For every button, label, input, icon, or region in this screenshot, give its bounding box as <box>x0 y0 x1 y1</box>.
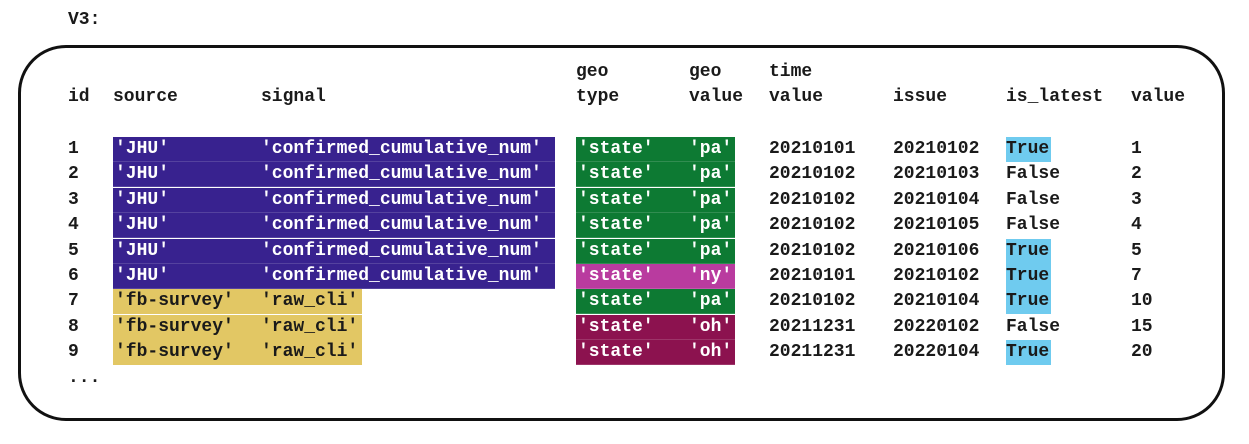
cell-source: 'JHU' <box>113 264 261 289</box>
cell-geo-type: 'state' <box>576 137 689 162</box>
cell-geo-type: 'state' <box>576 340 689 366</box>
column-header-time-value: time value <box>769 62 824 107</box>
version-label: V3: <box>68 10 101 30</box>
cell-is-latest: False <box>1006 215 1061 236</box>
cell-id: 7 <box>68 291 79 312</box>
cell-source: 'fb-survey' <box>113 289 261 315</box>
cell-time-value: 20210102 <box>769 291 856 312</box>
table-frame <box>18 45 1225 421</box>
cell-value: 2 <box>1131 164 1142 185</box>
cell-geo-type: 'state' <box>576 213 689 239</box>
cell-time-value: 20210102 <box>769 189 856 210</box>
cell-time-value: 20210102 <box>769 215 856 236</box>
cell-id: 1 <box>68 139 79 159</box>
cell-time-value: 20210101 <box>769 139 856 159</box>
cell-is-latest: True <box>1006 264 1051 289</box>
cell-id: 3 <box>68 189 79 210</box>
cell-time-value: 20210101 <box>769 266 856 286</box>
cell-geo-value: 'pa' <box>689 137 735 162</box>
cell-geo-value: 'oh' <box>689 314 735 340</box>
more-rows-ellipsis: ... <box>68 368 101 388</box>
cell-id: 8 <box>68 316 79 337</box>
cell-issue: 20220104 <box>893 342 980 363</box>
cell-geo-type: 'state' <box>576 314 689 340</box>
cell-issue: 20210104 <box>893 189 980 210</box>
cell-geo-type: 'state' <box>576 162 689 188</box>
cell-id: 4 <box>68 215 79 236</box>
cell-source: 'JHU' <box>113 162 261 188</box>
cell-signal: 'confirmed_cumulative_num' <box>261 137 555 162</box>
cell-issue: 20210105 <box>893 215 980 236</box>
cell-geo-value: 'ny' <box>689 264 735 289</box>
cell-geo-value: 'pa' <box>689 162 735 188</box>
cell-geo-value: 'pa' <box>689 187 735 213</box>
cell-source: 'fb-survey' <box>113 314 261 340</box>
column-header-is-latest: is_latest <box>1006 87 1104 107</box>
cell-time-value: 20211231 <box>769 342 856 363</box>
cell-value: 10 <box>1131 291 1153 312</box>
cell-is-latest: True <box>1006 289 1051 315</box>
cell-signal: 'confirmed_cumulative_num' <box>261 187 555 213</box>
cell-value: 20 <box>1131 342 1153 363</box>
cell-is-latest: False <box>1006 189 1061 210</box>
cell-is-latest: True <box>1006 340 1051 366</box>
cell-geo-type: 'state' <box>576 187 689 213</box>
cell-signal: 'confirmed_cumulative_num' <box>261 162 555 188</box>
cell-geo-value: 'oh' <box>689 340 735 366</box>
cell-issue: 20210104 <box>893 291 980 312</box>
cell-issue: 20210102 <box>893 266 980 286</box>
cell-time-value: 20211231 <box>769 316 856 337</box>
column-header-geo-type: geo type <box>576 62 620 107</box>
cell-signal: 'confirmed_cumulative_num' <box>261 264 555 289</box>
cell-id: 6 <box>68 266 79 286</box>
column-header-source: source <box>113 87 178 107</box>
column-header-value: value <box>1131 87 1186 107</box>
cell-geo-type: 'state' <box>576 264 689 289</box>
cell-value: 1 <box>1131 139 1142 159</box>
column-header-issue: issue <box>893 87 948 107</box>
cell-signal: 'confirmed_cumulative_num' <box>261 213 555 239</box>
cell-signal: 'raw_cli' <box>261 289 362 315</box>
cell-issue: 20220102 <box>893 316 980 337</box>
cell-geo-type: 'state' <box>576 238 689 264</box>
cell-source: 'JHU' <box>113 137 261 162</box>
column-header-geo-value: geo value <box>689 62 744 107</box>
column-header-signal: signal <box>261 87 326 107</box>
column-header-id: id <box>68 87 90 107</box>
cell-value: 4 <box>1131 215 1142 236</box>
cell-value: 5 <box>1131 240 1142 261</box>
cell-time-value: 20210102 <box>769 240 856 261</box>
cell-geo-value: 'pa' <box>689 238 735 264</box>
cell-is-latest: False <box>1006 164 1061 185</box>
cell-issue: 20210103 <box>893 164 980 185</box>
cell-source: 'JHU' <box>113 187 261 213</box>
cell-value: 15 <box>1131 316 1153 337</box>
cell-is-latest: False <box>1006 316 1061 337</box>
cell-source: 'fb-survey' <box>113 340 261 366</box>
cell-signal: 'raw_cli' <box>261 314 362 340</box>
cell-issue: 20210102 <box>893 139 980 159</box>
cell-time-value: 20210102 <box>769 164 856 185</box>
cell-value: 7 <box>1131 266 1142 286</box>
cell-id: 5 <box>68 240 79 261</box>
cell-id: 2 <box>68 164 79 185</box>
cell-id: 9 <box>68 342 79 363</box>
cell-signal: 'raw_cli' <box>261 340 362 366</box>
cell-value: 3 <box>1131 189 1142 210</box>
cell-geo-type: 'state' <box>576 289 689 315</box>
cell-geo-value: 'pa' <box>689 213 735 239</box>
cell-signal: 'confirmed_cumulative_num' <box>261 238 555 264</box>
cell-source: 'JHU' <box>113 213 261 239</box>
cell-issue: 20210106 <box>893 240 980 261</box>
cell-source: 'JHU' <box>113 238 261 264</box>
cell-is-latest: True <box>1006 238 1051 264</box>
cell-is-latest: True <box>1006 137 1051 162</box>
cell-geo-value: 'pa' <box>689 289 735 315</box>
